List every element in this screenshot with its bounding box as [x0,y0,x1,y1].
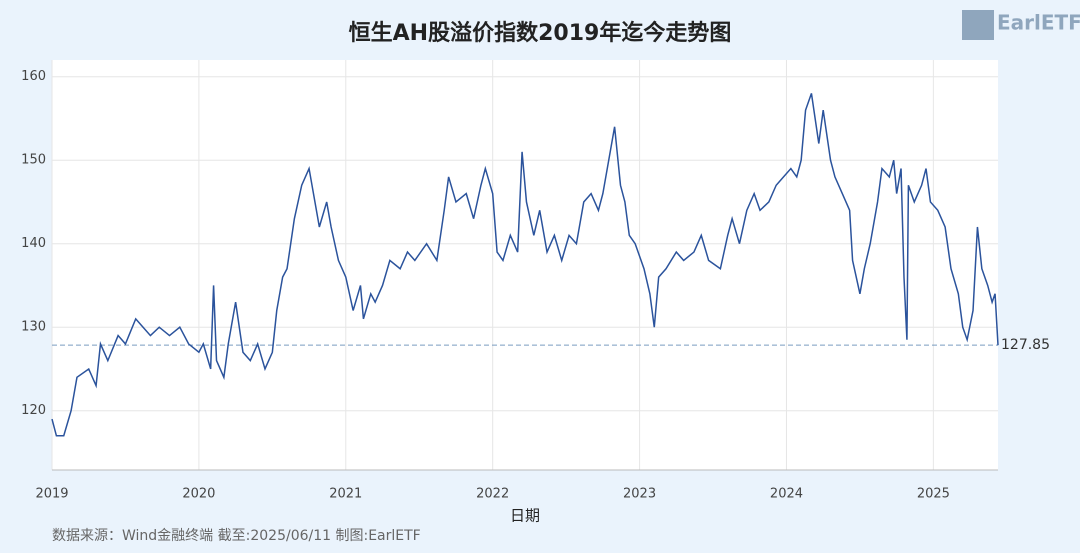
data-line [51,93,999,437]
reference-label: 127.85 [1001,337,1050,353]
source-note: 数据来源：Wind金融终端 截至:2025/06/11 制图:EarlETF [52,528,421,544]
logo-icon [962,10,994,40]
y-tick-label: 120 [21,403,46,418]
x-tick-label: 2019 [35,487,68,502]
x-axis-label: 日期 [510,507,540,525]
y-tick-label: 130 [21,320,46,335]
x-tick-label: 2024 [770,487,803,502]
x-tick-label: 2021 [329,487,362,502]
y-tick-label: 140 [21,236,46,251]
x-tick-label: 2025 [917,487,950,502]
x-tick-label: 2020 [182,487,215,502]
chart-title: 恒生AH股溢价指数2019年迄今走势图 [349,20,732,46]
x-tick-label: 2023 [623,487,656,502]
y-tick-label: 160 [21,69,46,84]
x-tick-label: 2022 [476,487,509,502]
y-tick-label: 150 [21,153,46,168]
watermark: EarlETF [997,11,1080,35]
plot-area [52,60,998,470]
